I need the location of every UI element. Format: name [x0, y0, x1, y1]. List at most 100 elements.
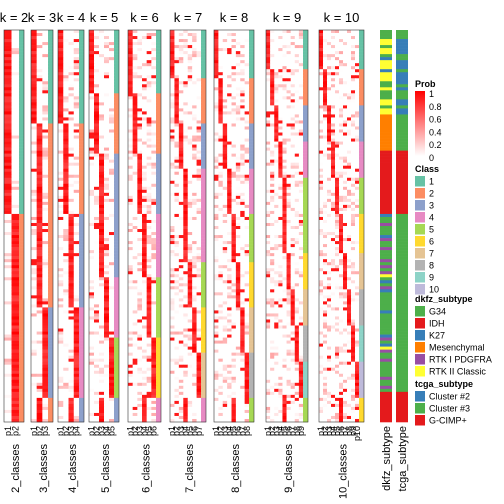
heatmap-cell — [174, 30, 180, 34]
heatmap-cell — [31, 90, 37, 94]
heatmap-cell — [222, 111, 228, 115]
heatmap-cell — [128, 292, 133, 296]
class-cell — [201, 210, 206, 215]
heatmap-cell — [73, 135, 80, 139]
heatmap-cell — [109, 238, 115, 242]
heatmap-cell — [142, 162, 147, 166]
heatmap-cell — [142, 48, 147, 52]
heatmap-cell — [151, 141, 157, 145]
heatmap-cell — [58, 81, 64, 85]
heatmap-cell — [58, 117, 64, 121]
heatmap-cell — [187, 192, 193, 197]
class-cell — [48, 33, 53, 37]
heatmap-cell — [137, 108, 143, 112]
heatmap-cell — [170, 129, 175, 133]
heatmap-cell — [58, 222, 64, 227]
class-cell — [114, 102, 119, 106]
class-cell — [156, 343, 161, 347]
heatmap-cell — [104, 93, 110, 97]
heatmap-cell — [151, 150, 157, 154]
class-cell — [201, 340, 206, 344]
heatmap-cell — [73, 33, 80, 37]
heatmap-cell — [63, 48, 69, 52]
heatmap-cell — [11, 222, 20, 227]
class-cell — [48, 400, 53, 405]
class-cell — [79, 379, 84, 384]
heatmap-cell — [99, 42, 105, 46]
heatmap-cell — [244, 183, 250, 188]
class-cell — [48, 367, 53, 372]
heatmap-cell — [170, 262, 175, 266]
heatmap-cell — [132, 159, 138, 163]
heatmap-cell — [183, 313, 189, 317]
heatmap-cell — [192, 135, 197, 139]
heatmap-cell — [151, 54, 157, 58]
class-cell — [48, 60, 53, 64]
heatmap-cell — [94, 247, 100, 251]
column-label: p5 — [107, 426, 117, 436]
heatmap-cell — [174, 292, 180, 296]
heatmap-cell — [132, 150, 138, 154]
heatmap-cell — [4, 259, 12, 263]
class-cell — [249, 241, 254, 245]
heatmap-cell — [128, 253, 133, 257]
heatmap-cell — [68, 364, 75, 369]
heatmap-cell — [183, 132, 189, 136]
class-cell — [19, 397, 24, 402]
class-cell — [156, 289, 161, 293]
class-cell — [79, 262, 84, 266]
heatmap-cell — [132, 147, 138, 151]
class-cell — [19, 84, 24, 88]
heatmap-cell — [146, 138, 152, 142]
heatmap-cell — [183, 69, 189, 73]
heatmap-cell — [244, 36, 250, 40]
class-cell — [156, 349, 161, 353]
heatmap-cell — [94, 322, 100, 326]
heatmap-cell — [178, 159, 184, 163]
heatmap-cell — [94, 328, 100, 332]
heatmap-cell — [137, 60, 143, 64]
heatmap-cell — [178, 114, 184, 118]
heatmap-cell — [227, 126, 232, 130]
heatmap-cell — [142, 174, 147, 179]
heatmap-cell — [170, 229, 175, 233]
class-cell — [79, 394, 84, 399]
heatmap-cell — [68, 373, 75, 378]
heatmap-cell — [196, 319, 202, 323]
heatmap-cell — [36, 126, 43, 130]
class-cell — [201, 238, 206, 242]
heatmap-cell — [58, 93, 64, 97]
heatmap-cell — [63, 204, 69, 209]
class-cell — [19, 370, 24, 375]
class-cell — [249, 238, 254, 242]
heatmap-cell — [31, 250, 37, 254]
heatmap-cell — [218, 123, 224, 127]
heatmap-cell — [227, 39, 232, 43]
heatmap-cell — [109, 277, 115, 281]
heatmap-cell — [89, 355, 95, 359]
heatmap-cell — [218, 99, 224, 103]
heatmap-cell — [151, 298, 157, 302]
heatmap-cell — [196, 168, 202, 173]
heatmap-cell — [36, 409, 43, 414]
heatmap-cell — [214, 244, 219, 248]
heatmap-cell — [11, 204, 20, 209]
heatmap-cell — [142, 75, 147, 79]
class-cell — [249, 226, 254, 230]
column-label: p1 — [56, 426, 66, 436]
heatmap-cell — [178, 298, 184, 302]
heatmap-cell — [99, 93, 105, 97]
heatmap-cell — [68, 189, 75, 194]
class-cell — [79, 337, 84, 341]
heatmap-cell — [89, 238, 95, 242]
heatmap-cell — [146, 232, 152, 236]
heatmap-cell — [146, 147, 152, 151]
heatmap-cell — [192, 138, 197, 142]
class-cell — [19, 256, 24, 260]
heatmap-cell — [4, 150, 12, 154]
heatmap-cell — [89, 292, 95, 296]
class-cell — [114, 75, 119, 79]
heatmap-cell — [178, 274, 184, 278]
heatmap-cell — [174, 313, 180, 317]
class-cell — [114, 84, 119, 88]
